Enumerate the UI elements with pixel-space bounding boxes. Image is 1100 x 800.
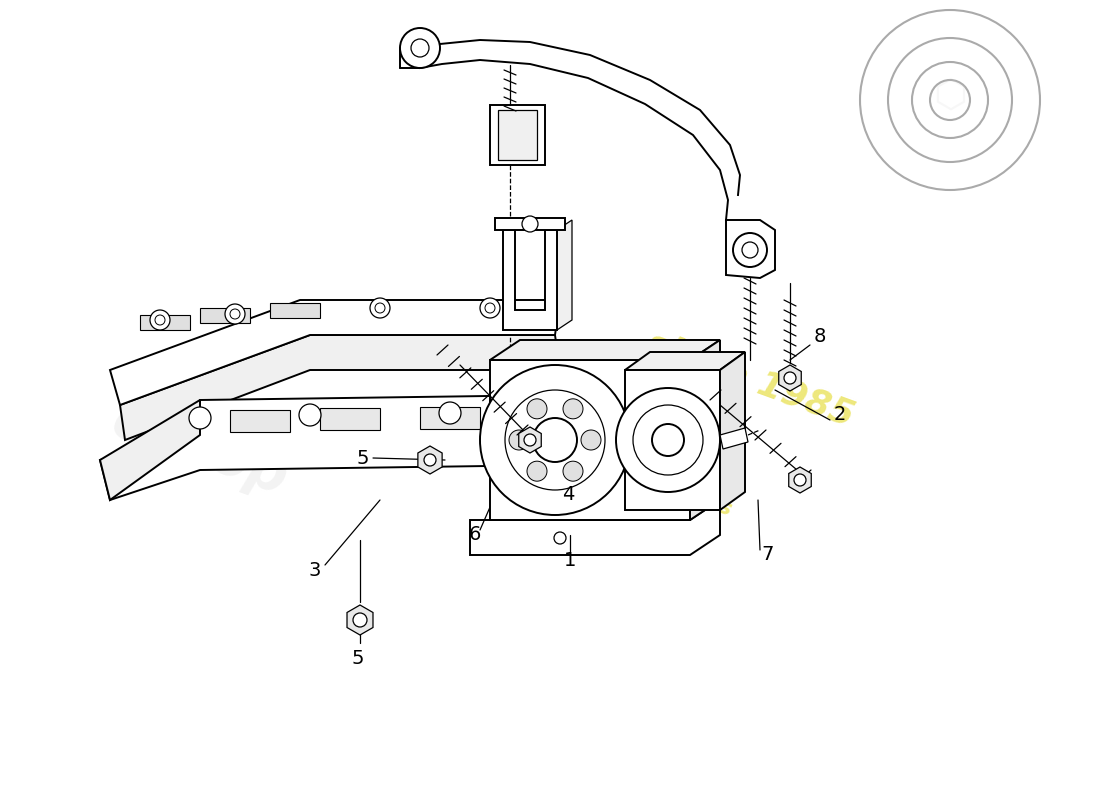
Circle shape [794, 474, 806, 486]
Circle shape [524, 434, 536, 446]
Circle shape [581, 430, 601, 450]
Circle shape [563, 461, 583, 481]
Polygon shape [470, 500, 720, 555]
Polygon shape [495, 218, 565, 230]
Polygon shape [490, 340, 720, 360]
Polygon shape [498, 110, 537, 160]
Circle shape [554, 532, 566, 544]
Text: 5: 5 [356, 449, 370, 467]
Circle shape [534, 418, 578, 462]
Polygon shape [779, 365, 801, 391]
Polygon shape [140, 315, 190, 330]
Text: 3: 3 [309, 561, 321, 579]
Polygon shape [490, 360, 690, 520]
Circle shape [509, 430, 529, 450]
Circle shape [230, 309, 240, 319]
Circle shape [480, 365, 630, 515]
Polygon shape [690, 340, 721, 520]
Circle shape [411, 39, 429, 57]
Text: 2: 2 [834, 406, 846, 425]
Text: 4: 4 [562, 486, 574, 505]
Polygon shape [720, 428, 748, 449]
Polygon shape [200, 308, 250, 323]
Circle shape [505, 390, 605, 490]
Polygon shape [519, 427, 541, 453]
Polygon shape [100, 400, 200, 500]
Polygon shape [720, 352, 745, 510]
Circle shape [375, 303, 385, 313]
Polygon shape [346, 605, 373, 635]
Polygon shape [100, 395, 570, 500]
Text: 5: 5 [352, 649, 364, 667]
Circle shape [424, 454, 436, 466]
Polygon shape [110, 300, 560, 405]
Circle shape [563, 399, 583, 419]
Polygon shape [418, 446, 442, 474]
Circle shape [652, 424, 684, 456]
Circle shape [439, 402, 461, 424]
Text: ⬡: ⬡ [933, 76, 967, 114]
Circle shape [150, 310, 170, 330]
Polygon shape [503, 230, 557, 330]
Text: europ: europ [106, 394, 295, 506]
Polygon shape [625, 370, 720, 510]
Circle shape [480, 298, 501, 318]
Text: 8: 8 [814, 327, 826, 346]
Circle shape [784, 372, 796, 384]
Circle shape [353, 613, 367, 627]
Polygon shape [625, 352, 745, 370]
Circle shape [742, 242, 758, 258]
Polygon shape [270, 303, 320, 318]
Circle shape [527, 461, 547, 481]
Circle shape [370, 298, 390, 318]
Circle shape [189, 407, 211, 429]
Polygon shape [420, 407, 480, 429]
Polygon shape [726, 220, 775, 278]
Circle shape [400, 28, 440, 68]
Circle shape [522, 216, 538, 232]
Circle shape [485, 303, 495, 313]
Circle shape [155, 315, 165, 325]
Polygon shape [490, 105, 544, 165]
Polygon shape [230, 410, 290, 432]
Circle shape [632, 405, 703, 475]
Text: a passion for parts: a passion for parts [506, 420, 735, 520]
Text: since 1985: since 1985 [641, 326, 858, 434]
Circle shape [527, 399, 547, 419]
Polygon shape [320, 408, 379, 430]
Polygon shape [120, 335, 560, 440]
Text: 6: 6 [469, 526, 481, 545]
Text: 1: 1 [564, 550, 576, 570]
Circle shape [299, 404, 321, 426]
Polygon shape [557, 220, 572, 330]
Text: 7: 7 [762, 546, 774, 565]
Circle shape [616, 388, 721, 492]
Circle shape [733, 233, 767, 267]
Polygon shape [789, 467, 812, 493]
Circle shape [226, 304, 245, 324]
